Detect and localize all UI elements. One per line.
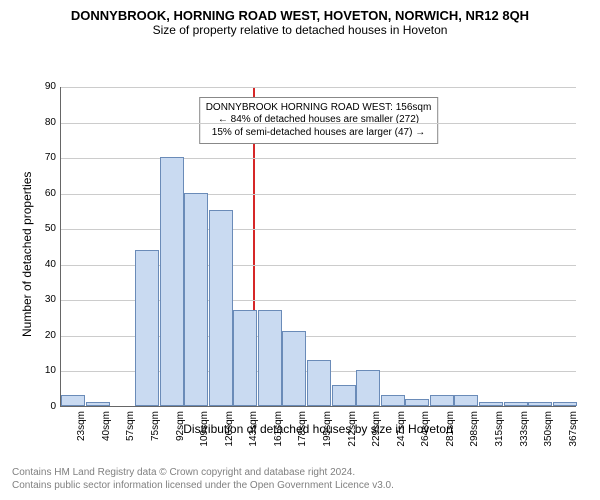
histogram-bar [479,402,503,406]
xtick-label: 315sqm [494,411,505,461]
histogram-bar [86,402,110,406]
xtick-label: 264sqm [420,411,431,461]
annotation-line-1: DONNYBROOK HORNING ROAD WEST: 156sqm [206,102,432,115]
annotation-line-2: ← 84% of detached houses are smaller (27… [206,114,432,127]
x-axis-label: Distribution of detached houses by size … [60,422,576,436]
histogram-bar [332,385,356,406]
xtick-label: 333sqm [519,411,530,461]
xtick-label: 75sqm [150,411,161,461]
xtick-label: 367sqm [568,411,579,461]
xtick-label: 212sqm [347,411,358,461]
histogram-bar [258,310,282,406]
xtick-label: 298sqm [469,411,480,461]
xtick-label: 40sqm [101,411,112,461]
histogram-bar [209,210,233,406]
grid-line [61,194,576,195]
histogram-bar [356,370,380,406]
footer-line-2: Contains public sector information licen… [12,479,588,492]
footer-line-1: Contains HM Land Registry data © Crown c… [12,466,588,479]
histogram-bar [184,193,208,406]
xtick-label: 178sqm [297,411,308,461]
grid-line [61,123,576,124]
xtick-label: 143sqm [248,411,259,461]
chart-subtitle: Size of property relative to detached ho… [8,23,592,37]
xtick-label: 57sqm [125,411,136,461]
histogram-bar [504,402,528,406]
footer-text: Contains HM Land Registry data © Crown c… [8,466,592,492]
xtick-label: 247sqm [396,411,407,461]
histogram-bar [553,402,577,406]
xtick-label: 350sqm [543,411,554,461]
ytick-label: 60 [26,188,56,199]
xtick-label: 161sqm [273,411,284,461]
ytick-label: 80 [26,117,56,128]
grid-line [61,229,576,230]
histogram-bar [282,331,306,406]
ytick-label: 70 [26,152,56,163]
ytick-label: 10 [26,365,56,376]
ytick-label: 90 [26,81,56,92]
histogram-bar [233,310,257,406]
annotation-line-3: 15% of semi-detached houses are larger (… [206,127,432,140]
histogram-bar [430,395,454,406]
xtick-label: 23sqm [76,411,87,461]
xtick-label: 229sqm [371,411,382,461]
histogram-bar [307,360,331,406]
grid-line [61,158,576,159]
histogram-bar [381,395,405,406]
histogram-bar [405,399,429,406]
xtick-label: 281sqm [445,411,456,461]
ytick-label: 40 [26,259,56,270]
xtick-label: 126sqm [224,411,235,461]
histogram-bar [454,395,478,406]
chart-title: DONNYBROOK, HORNING ROAD WEST, HOVETON, … [8,8,592,23]
ytick-label: 20 [26,330,56,341]
ytick-label: 0 [26,401,56,412]
annotation-box: DONNYBROOK HORNING ROAD WEST: 156sqm ← 8… [199,97,439,145]
grid-line [61,87,576,88]
ytick-label: 50 [26,223,56,234]
histogram-bar [135,250,159,406]
histogram-bar [61,395,85,406]
plot-area: DONNYBROOK HORNING ROAD WEST: 156sqm ← 8… [60,87,576,407]
histogram-bar [160,157,184,406]
chart-area: Number of detached properties DONNYBROOK… [8,37,592,463]
xtick-label: 92sqm [175,411,186,461]
histogram-bar [528,402,552,406]
ytick-label: 30 [26,294,56,305]
chart-container: DONNYBROOK, HORNING ROAD WEST, HOVETON, … [8,8,592,492]
xtick-label: 195sqm [322,411,333,461]
xtick-label: 109sqm [199,411,210,461]
